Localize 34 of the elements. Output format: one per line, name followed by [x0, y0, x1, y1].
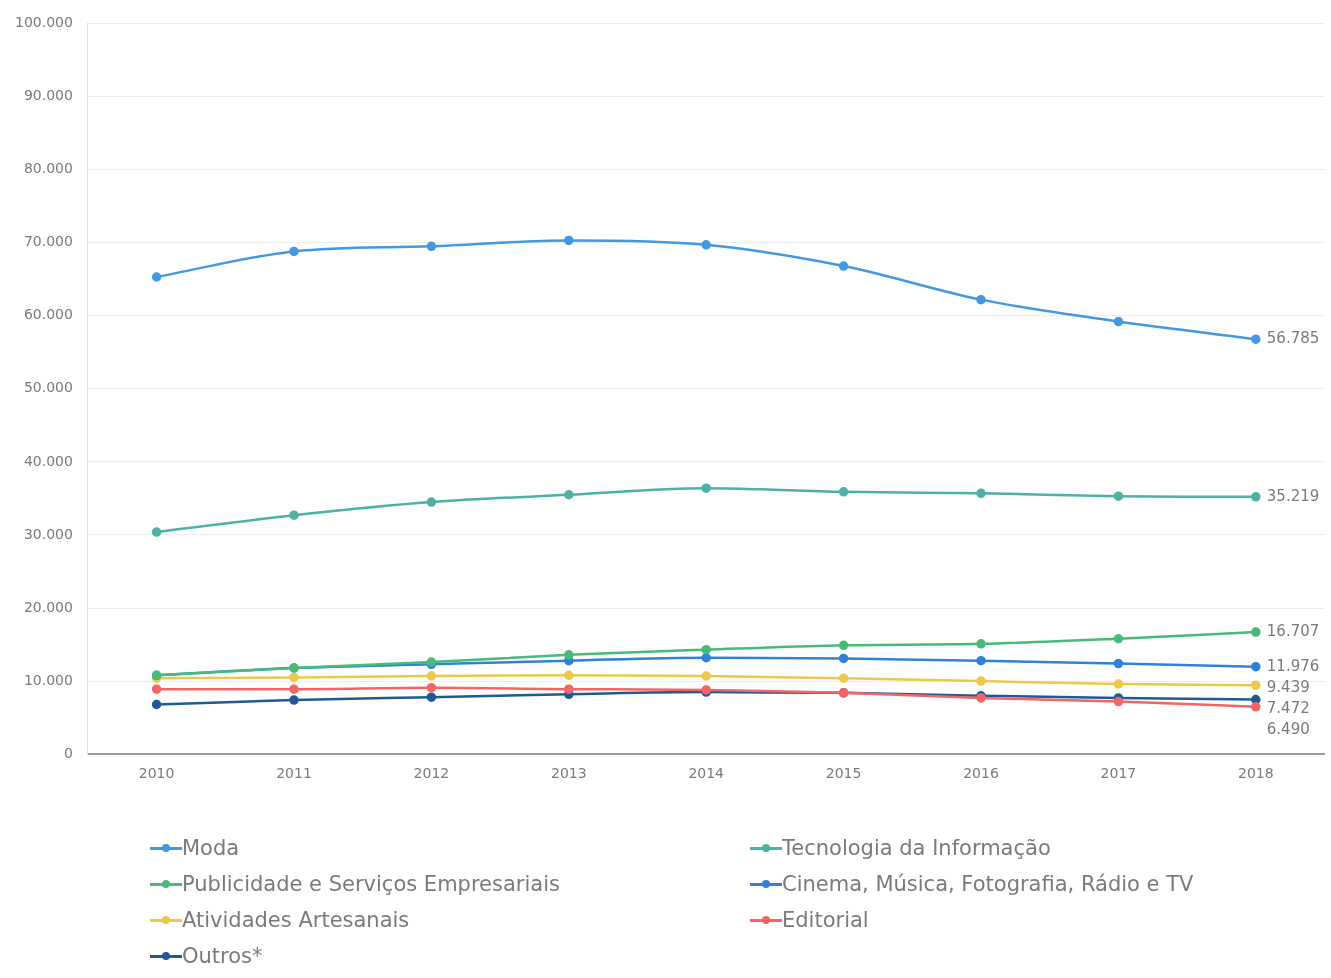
- data-label: 56.785: [1266, 329, 1320, 348]
- y-tick-label: 50.000: [23, 379, 73, 396]
- y-tick-label: 80.000: [23, 160, 73, 177]
- x-tick-label: 2014: [688, 765, 725, 782]
- y-tick-label: 0: [63, 744, 73, 761]
- y-tick-label: 60.000: [23, 306, 73, 323]
- y-tick-label: 100.000: [14, 14, 73, 31]
- x-tick-label: 2011: [276, 765, 312, 782]
- data-label: 9.439: [1266, 677, 1310, 696]
- data-label: 7.472: [1266, 698, 1310, 717]
- legend-label: Tecnologia da Informação: [782, 836, 1051, 860]
- legend-label: Moda: [182, 836, 240, 860]
- y-tick-label: 30.000: [23, 525, 73, 542]
- legend-label: Editorial: [782, 908, 869, 932]
- x-tick-label: 2012: [413, 765, 450, 782]
- x-tick-label: 2016: [963, 765, 999, 782]
- data-label: 11.976: [1266, 656, 1320, 675]
- data-label: 35.219: [1266, 486, 1320, 505]
- x-tick-label: 2017: [1100, 765, 1137, 782]
- y-tick-label: 10.000: [23, 671, 73, 688]
- data-label: 16.707: [1266, 622, 1320, 640]
- legend-label: Outros*: [182, 944, 263, 968]
- x-tick-label: 2013: [550, 765, 587, 782]
- x-tick-label: 2010: [138, 765, 175, 782]
- data-label: 6.490: [1266, 719, 1310, 738]
- y-tick-label: 90.000: [23, 87, 73, 104]
- legend-label: Cinema, Música, Fotografia, Rádio e TV: [782, 872, 1194, 896]
- y-tick-label: 20.000: [23, 598, 73, 615]
- legend-label: Atividades Artesanais: [182, 908, 410, 932]
- y-tick-label: 40.000: [23, 452, 73, 469]
- y-tick-label: 70.000: [23, 233, 73, 250]
- legend-label: Publicidade e Serviços Empresariais: [182, 872, 560, 896]
- x-tick-label: 2018: [1237, 765, 1274, 782]
- x-tick-label: 2015: [825, 765, 862, 782]
